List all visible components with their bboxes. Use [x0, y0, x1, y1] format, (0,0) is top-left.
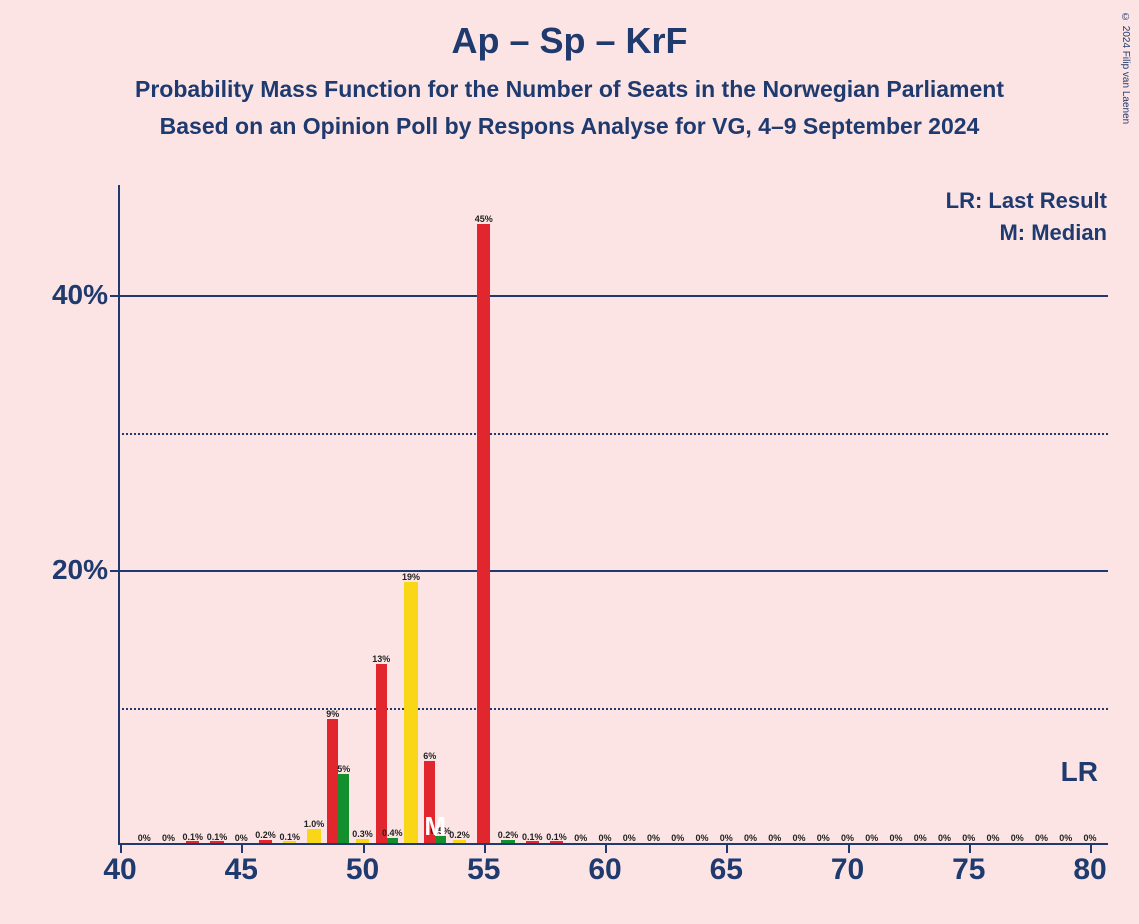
x-tick	[1090, 845, 1092, 853]
x-axis-label: 60	[588, 853, 621, 887]
y-axis-label: 20%	[52, 554, 108, 586]
y-tick	[110, 295, 118, 297]
x-axis-label: 75	[952, 853, 985, 887]
chart-plot-area: 20%40%404550556065707580LR0%0%0.1%0.1%0%…	[118, 185, 1108, 845]
x-tick	[726, 845, 728, 853]
bar	[387, 838, 398, 844]
bar	[477, 224, 490, 843]
x-axis	[118, 843, 1108, 845]
x-tick	[241, 845, 243, 853]
chart-subtitle-1: Probability Mass Function for the Number…	[0, 76, 1139, 103]
grid-line-minor	[118, 433, 1108, 435]
bar-value-label: 0.1%	[270, 832, 310, 842]
bar-value-label: 19%	[391, 572, 431, 582]
grid-line-minor	[118, 708, 1108, 710]
x-axis-label: 40	[103, 853, 136, 887]
x-axis-label: 50	[346, 853, 379, 887]
bar-value-label: 0%	[1070, 833, 1110, 843]
x-tick	[363, 845, 365, 853]
bar	[307, 829, 320, 843]
x-axis-label: 65	[710, 853, 743, 887]
x-tick	[848, 845, 850, 853]
x-axis-label: 70	[831, 853, 864, 887]
lr-axis-marker: LR	[1061, 756, 1098, 788]
bar-value-label: 13%	[361, 654, 401, 664]
x-axis-label: 45	[225, 853, 258, 887]
x-tick	[969, 845, 971, 853]
grid-line-major	[118, 570, 1108, 572]
bar-value-label: 6%	[410, 751, 450, 761]
bar-value-label: 9%	[313, 709, 353, 719]
x-tick	[605, 845, 607, 853]
chart-subtitle-2: Based on an Opinion Poll by Respons Anal…	[0, 113, 1139, 140]
bar-value-label: 45%	[464, 214, 504, 224]
bar	[376, 664, 387, 843]
y-axis	[118, 185, 120, 845]
x-axis-label: 55	[467, 853, 500, 887]
x-tick	[484, 845, 486, 853]
chart-title: Ap – Sp – KrF	[0, 0, 1139, 62]
bar-value-label: 5%	[324, 764, 364, 774]
y-tick	[110, 570, 118, 572]
x-axis-label: 80	[1073, 853, 1106, 887]
median-marker: M	[424, 811, 446, 842]
bar	[404, 582, 417, 843]
bar	[327, 719, 338, 843]
x-tick	[120, 845, 122, 853]
y-axis-label: 40%	[52, 279, 108, 311]
grid-line-major	[118, 295, 1108, 297]
bar	[356, 839, 369, 843]
copyright-text: © 2024 Filip van Laenen	[1120, 12, 1131, 124]
bar	[453, 840, 466, 843]
